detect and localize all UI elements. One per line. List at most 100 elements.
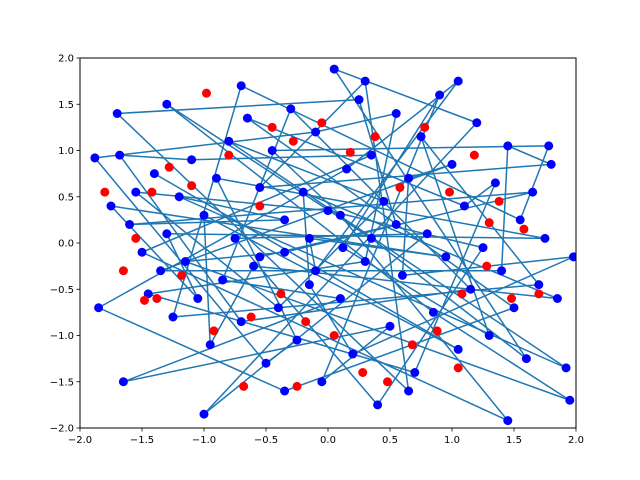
data-point [280, 215, 290, 225]
data-point [503, 416, 513, 426]
plot-area [80, 58, 576, 428]
data-point [323, 206, 333, 216]
data-point [432, 326, 442, 336]
y-tick-label: 0.5 [58, 192, 74, 203]
data-point [147, 187, 157, 197]
y-axis: −2.0 −1.5 −1.0 −0.5 0.0 0.5 1.0 1.5 2.0 [50, 54, 80, 435]
data-point [292, 335, 302, 345]
connecting-line [172, 283, 539, 318]
connecting-line [302, 191, 558, 300]
data-point [395, 183, 405, 192]
connecting-line [308, 284, 354, 355]
x-tick-label: 0.5 [382, 435, 398, 446]
data-point [230, 233, 240, 243]
connecting-line [116, 112, 410, 392]
data-point [137, 247, 147, 257]
data-point [466, 284, 476, 294]
data-point [507, 294, 517, 303]
red-points-series [100, 88, 544, 391]
connecting-line [123, 297, 341, 383]
x-tick-label: 1.5 [506, 435, 522, 446]
connecting-line [228, 140, 385, 203]
data-point [469, 150, 479, 160]
data-point [255, 201, 265, 211]
data-point [246, 312, 256, 322]
connecting-line [179, 196, 285, 221]
data-point [267, 122, 277, 132]
connecting-lines [94, 68, 574, 422]
x-tick-label: 2.0 [568, 435, 584, 446]
data-point [329, 64, 339, 74]
data-point [236, 81, 246, 91]
connecting-line [141, 251, 509, 422]
connecting-line [507, 145, 552, 166]
data-point [534, 289, 544, 299]
data-point [205, 340, 215, 350]
data-point [345, 147, 355, 157]
x-tick-label: −1.5 [130, 435, 154, 446]
connecting-line [500, 145, 509, 271]
connecting-line [308, 238, 317, 271]
data-point [515, 215, 525, 225]
data-point [391, 220, 401, 229]
connecting-line [216, 177, 546, 240]
data-point [267, 146, 277, 155]
data-point [534, 280, 544, 290]
connecting-line [119, 154, 242, 323]
connecting-line [234, 233, 428, 240]
data-point [90, 153, 100, 163]
data-point [201, 88, 211, 98]
data-point [404, 386, 414, 396]
data-point [453, 76, 463, 86]
data-point [447, 159, 457, 169]
data-point [410, 368, 420, 377]
data-point [273, 303, 283, 313]
connecting-line [463, 182, 496, 207]
data-point [301, 317, 311, 327]
connecting-line [94, 131, 316, 159]
data-point [453, 344, 463, 354]
connecting-line [135, 191, 279, 309]
data-point [187, 181, 197, 191]
data-point [544, 141, 554, 151]
data-point [199, 409, 209, 419]
data-point [354, 95, 364, 105]
data-point [249, 261, 259, 271]
connecting-line [432, 311, 571, 401]
data-point [422, 229, 432, 239]
data-point [261, 358, 271, 368]
connecting-line [247, 117, 465, 207]
connecting-line [333, 68, 478, 124]
data-marks [90, 64, 576, 426]
connecting-line [221, 108, 292, 281]
data-point [242, 113, 252, 123]
data-point [100, 187, 110, 197]
y-tick-label: 2.0 [58, 54, 74, 65]
data-point [370, 132, 380, 142]
x-tick-label: −0.5 [254, 435, 278, 446]
data-point [565, 395, 575, 405]
connecting-line [129, 219, 285, 226]
connecting-line [222, 279, 341, 300]
data-point [404, 173, 414, 183]
data-point [497, 266, 507, 276]
connecting-line [98, 307, 285, 392]
data-point [131, 187, 141, 197]
data-point [482, 261, 492, 271]
data-point [383, 377, 393, 387]
data-point [317, 377, 327, 387]
data-point [224, 150, 234, 160]
data-point [342, 164, 352, 174]
data-point [397, 270, 407, 280]
connecting-line [271, 149, 341, 216]
data-point [298, 187, 308, 197]
data-point [317, 118, 327, 128]
data-point [457, 289, 467, 299]
data-point [292, 381, 302, 391]
data-point [152, 294, 162, 303]
data-point [484, 218, 494, 228]
data-point [193, 294, 203, 303]
data-point [94, 303, 104, 313]
data-point [162, 99, 172, 109]
data-point [329, 331, 339, 340]
